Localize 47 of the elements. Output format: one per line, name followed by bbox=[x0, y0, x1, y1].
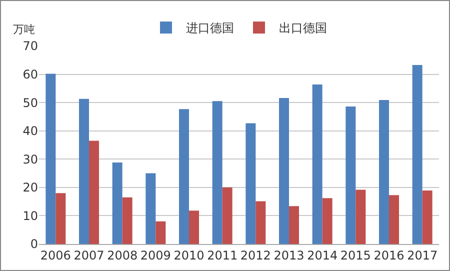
x-tick-label: 2016 bbox=[374, 248, 404, 262]
x-tick-label: 2006 bbox=[40, 248, 71, 262]
bar bbox=[112, 162, 122, 244]
legend-label: 进口德国 bbox=[186, 21, 234, 36]
y-tick-label: 70 bbox=[22, 39, 38, 54]
y-tick-label: 30 bbox=[22, 152, 38, 166]
y-tick-label: 20 bbox=[22, 180, 38, 195]
x-tick-label: 2012 bbox=[240, 248, 271, 262]
bar bbox=[279, 98, 289, 244]
x-tick-label: 2014 bbox=[307, 248, 338, 262]
y-tick-label: 40 bbox=[22, 124, 38, 138]
bar bbox=[212, 101, 222, 244]
bar bbox=[312, 84, 322, 244]
bar bbox=[79, 98, 89, 244]
bar bbox=[289, 206, 299, 244]
bar bbox=[179, 109, 189, 244]
bar bbox=[346, 106, 356, 244]
y-tick-label: 60 bbox=[22, 67, 38, 82]
bar bbox=[122, 197, 132, 244]
bar bbox=[322, 198, 332, 244]
bar bbox=[222, 187, 232, 244]
bar bbox=[356, 190, 366, 244]
bar bbox=[379, 100, 389, 244]
bar bbox=[246, 123, 256, 244]
x-tick-label: 2007 bbox=[74, 248, 104, 262]
y-tick-label: 0 bbox=[30, 237, 38, 252]
bar bbox=[156, 221, 166, 244]
bar bbox=[46, 74, 56, 244]
bar bbox=[256, 201, 266, 244]
bar bbox=[56, 193, 66, 244]
x-tick-label: 2010 bbox=[174, 248, 204, 262]
legend-label: 出口德国 bbox=[279, 21, 327, 36]
bar bbox=[189, 210, 199, 244]
x-tick-label: 2008 bbox=[107, 248, 138, 262]
y-tick-label: 10 bbox=[22, 208, 38, 223]
bar bbox=[89, 140, 99, 244]
x-tick-label: 2015 bbox=[340, 248, 371, 262]
bar bbox=[389, 195, 399, 244]
x-tick-label: 2011 bbox=[207, 248, 238, 262]
y-axis-title: 万吨 bbox=[13, 23, 35, 36]
x-tick-label: 2013 bbox=[274, 248, 304, 262]
bar bbox=[422, 190, 432, 244]
y-tick-label: 50 bbox=[22, 96, 38, 110]
x-tick-label: 2017 bbox=[407, 248, 438, 262]
bar bbox=[412, 64, 422, 244]
x-tick-label: 2009 bbox=[140, 248, 171, 262]
bar bbox=[146, 173, 156, 244]
